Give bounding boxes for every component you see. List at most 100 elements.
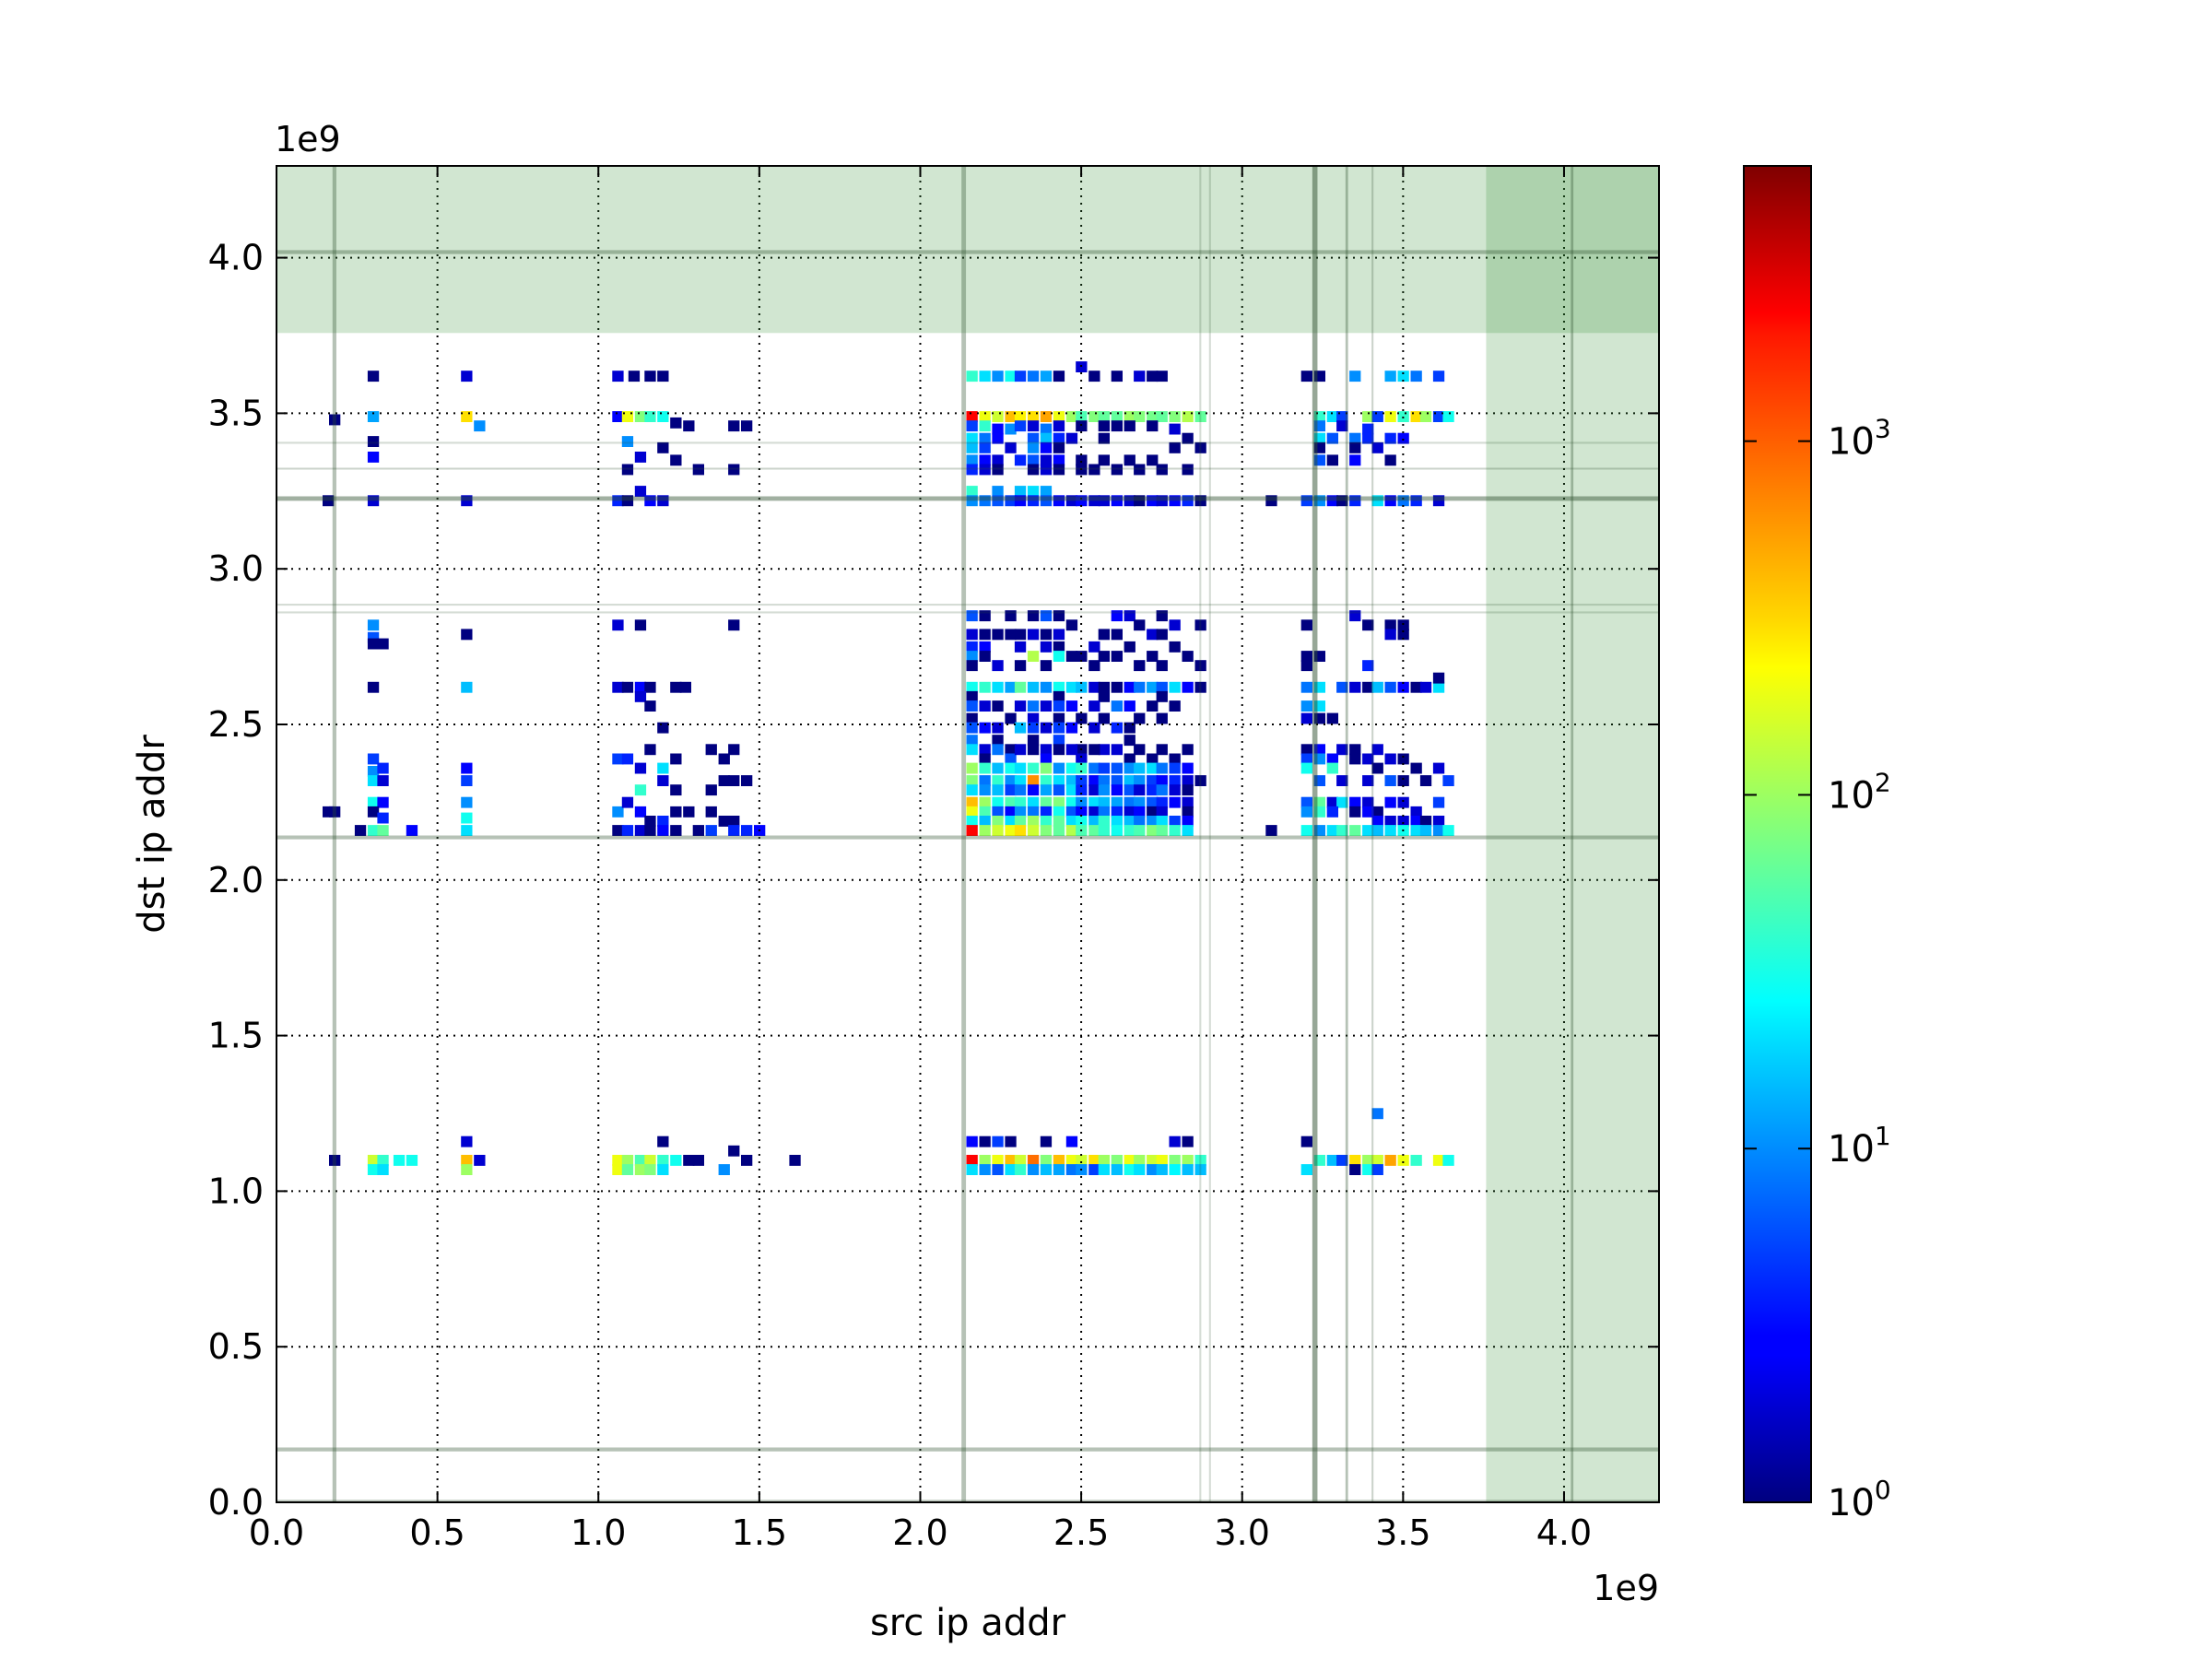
heatmap-cell <box>1088 775 1100 786</box>
heatmap-cell <box>705 744 717 756</box>
heatmap-cell <box>1371 681 1383 693</box>
heatmap-cell <box>1040 454 1053 466</box>
heatmap-cell <box>1300 806 1312 818</box>
heatmap-cell <box>1014 486 1027 497</box>
heatmap-cell <box>1265 825 1277 836</box>
heatmap-cell <box>1014 454 1027 466</box>
shaded-region <box>276 166 1659 334</box>
heatmap-cell <box>1076 495 1088 507</box>
heatmap-cell <box>1442 775 1454 786</box>
heatmap-cell <box>692 464 704 476</box>
heatmap-cell <box>1169 1164 1181 1175</box>
heatmap-cell <box>1124 495 1135 507</box>
heatmap-cell <box>1371 441 1383 453</box>
heatmap-cell <box>1134 816 1146 827</box>
heatmap-cell <box>1053 825 1065 836</box>
heatmap-cell <box>1156 690 1168 702</box>
heatmap-cell <box>1410 495 1422 507</box>
heatmap-cell <box>1098 1155 1110 1166</box>
heatmap-cell <box>1098 432 1110 444</box>
heatmap-cell <box>1336 1155 1348 1166</box>
heatmap-cell <box>461 411 473 422</box>
heatmap-cell <box>1336 495 1348 507</box>
heatmap-cell <box>1300 1164 1312 1175</box>
heatmap-cell <box>1169 784 1181 796</box>
heatmap-cell <box>979 775 991 786</box>
heatmap-cell <box>1432 371 1445 382</box>
heatmap-cell <box>1065 825 1078 836</box>
heatmap-cell <box>1014 629 1027 641</box>
heatmap-cell <box>1053 454 1065 466</box>
heatmap-cell <box>979 454 991 466</box>
heatmap-cell <box>966 641 978 653</box>
grid-lines <box>276 166 1659 1503</box>
heatmap-cell <box>1124 784 1135 796</box>
heatmap-cell <box>1397 753 1409 765</box>
heatmap-cell <box>1053 690 1065 702</box>
heatmap-cell <box>1014 660 1027 672</box>
heatmap-cell <box>1111 762 1123 774</box>
heatmap-cell <box>1053 806 1065 818</box>
x-offset-label: 1e9 <box>1593 1568 1659 1608</box>
heatmap-cell <box>718 1164 730 1175</box>
heatmap-cell <box>1111 610 1123 622</box>
heatmap-cell <box>1065 806 1078 818</box>
heatmap-cell <box>1362 660 1374 672</box>
heatmap-cell <box>1371 744 1383 756</box>
heatmap-cell <box>728 1145 740 1157</box>
heatmap-cell <box>1169 441 1181 453</box>
heatmap-cell <box>621 681 634 693</box>
heatmap-cell <box>1147 796 1159 808</box>
heatmap-cell <box>1027 610 1040 622</box>
colorbar <box>1743 165 1812 1503</box>
heatmap-cell <box>1014 722 1027 734</box>
heatmap-cell <box>1111 651 1123 662</box>
heatmap-cell <box>1156 816 1168 827</box>
heatmap-cell <box>1313 411 1325 422</box>
heatmap-cell <box>644 681 656 693</box>
heatmap-cell <box>1014 775 1027 786</box>
heatmap-cell <box>705 806 717 818</box>
heatmap-cell <box>1111 796 1123 808</box>
heatmap-cell <box>1005 681 1017 693</box>
heatmap-cell <box>634 486 647 497</box>
heatmap-cell <box>1040 423 1053 435</box>
heatmap-cell <box>992 454 1004 466</box>
heatmap-cell <box>1014 371 1027 382</box>
heatmap-cell <box>789 1155 801 1166</box>
heatmap-cell <box>323 806 335 818</box>
heatmap-cell <box>966 1135 978 1147</box>
heatmap-cell <box>1076 775 1088 786</box>
heatmap-cell <box>979 762 991 774</box>
heatmap-cell <box>1053 464 1065 476</box>
heatmap-cell <box>1384 796 1396 808</box>
heatmap-cell <box>1027 629 1040 641</box>
heatmap-cell <box>979 784 991 796</box>
heatmap-cell <box>1432 672 1445 684</box>
heatmap-cell <box>1027 454 1040 466</box>
heatmap-cell <box>1111 420 1123 432</box>
heatmap-cell <box>670 784 682 796</box>
heatmap-cell <box>1014 796 1027 808</box>
heatmap-cell <box>1410 1155 1422 1166</box>
heatmap-cell <box>1053 441 1065 453</box>
heatmap-cell <box>966 486 978 497</box>
heatmap-cell <box>621 411 634 422</box>
heatmap-cells <box>323 361 1454 1175</box>
heatmap-cell <box>329 1155 341 1166</box>
heatmap-cell <box>979 441 991 453</box>
y-tick-label: 2.0 <box>208 860 264 900</box>
heatmap-cell <box>1124 806 1135 818</box>
heatmap-cell <box>992 735 1004 747</box>
heatmap-cell <box>966 825 978 836</box>
heatmap-cell <box>992 806 1004 818</box>
heatmap-cell <box>992 629 1004 641</box>
heatmap-cell <box>1098 796 1110 808</box>
heatmap-cell <box>1088 681 1100 693</box>
heatmap-cell <box>634 1155 647 1166</box>
heatmap-cell <box>670 753 682 765</box>
heatmap-cell <box>367 619 380 631</box>
heatmap-cell <box>1326 753 1338 765</box>
heatmap-cell <box>1134 744 1146 756</box>
heatmap-cell <box>634 762 647 774</box>
